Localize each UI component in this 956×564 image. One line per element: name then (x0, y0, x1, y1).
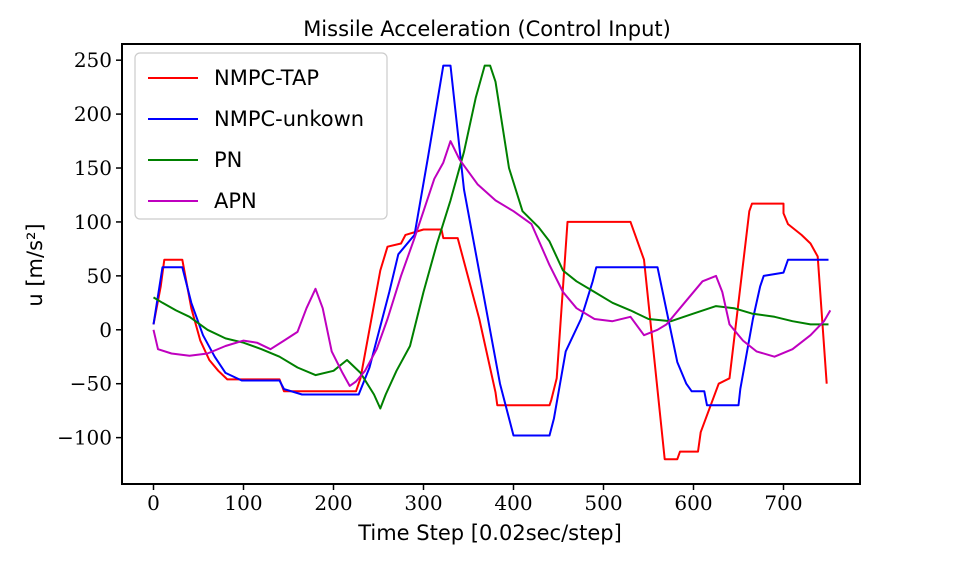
x-tick-label: 500 (584, 491, 622, 515)
y-tick-label: 150 (74, 156, 112, 180)
x-tick-label: 400 (494, 491, 532, 515)
series-line-1 (152, 64, 829, 437)
plot-frame (121, 43, 861, 485)
x-axis-label: Time Step [0.02sec/step] (357, 521, 622, 545)
x-tick-label: 600 (674, 491, 712, 515)
y-axis-label: u [m/s²] (23, 223, 47, 306)
series-line-0 (152, 202, 828, 461)
y-tick-label: 250 (74, 48, 112, 72)
y-tick-label: −50 (70, 372, 112, 396)
chart-title: Missile Acceleration (Control Input) (303, 17, 671, 41)
legend-label: APN (214, 189, 257, 213)
y-axis: −100 −50 0 50 100 150 200 250 (57, 48, 122, 450)
legend-box (134, 52, 388, 220)
plot-area (121, 43, 861, 485)
x-tick-label: 700 (764, 491, 802, 515)
series-line-3 (152, 140, 832, 387)
x-tick-label: 200 (314, 491, 352, 515)
x-tick-label: 0 (147, 491, 160, 515)
y-tick-label: 0 (99, 318, 112, 342)
legend-label: PN (214, 148, 242, 172)
y-tick-label: 100 (74, 210, 112, 234)
legend: NMPC-TAP NMPC-unkown PN APN (134, 52, 388, 220)
series-layer (152, 64, 832, 461)
x-tick-label: 300 (404, 491, 442, 515)
y-tick-label: 50 (87, 264, 112, 288)
x-tick-label: 100 (224, 491, 262, 515)
series-line-2 (152, 64, 829, 410)
legend-label: NMPC-unkown (214, 107, 364, 131)
legend-label: NMPC-TAP (214, 66, 319, 90)
x-axis: 0 100 200 300 400 500 600 700 (147, 484, 803, 515)
y-tick-label: 200 (74, 102, 112, 126)
y-tick-label: −100 (57, 426, 112, 450)
